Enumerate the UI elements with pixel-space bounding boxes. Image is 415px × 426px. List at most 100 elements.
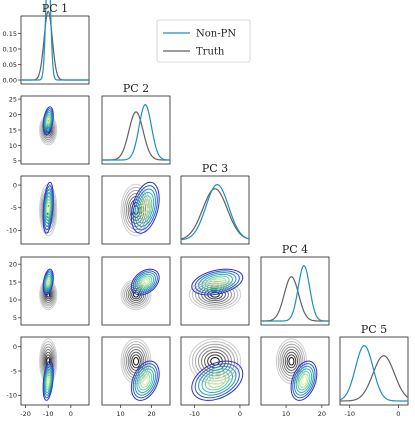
tick-label-row3: -10 [6, 227, 17, 235]
contour-truth [127, 286, 145, 303]
contour-truth [288, 357, 295, 366]
contour-truth [45, 289, 52, 300]
contour-non-pn [140, 373, 151, 388]
tick-label-col4: 20 [318, 410, 326, 418]
contour-non-pn [132, 270, 158, 294]
density-curve-truth-pc5 [340, 355, 409, 402]
panel-frame-r5-c3 [180, 336, 250, 406]
legend-label-non-pn: Non-PN [196, 29, 236, 40]
panel-title-pc5: PC 5 [361, 323, 387, 336]
density-curve-truth-pc2 [102, 111, 170, 161]
tick-label-col1: -20 [20, 410, 31, 418]
tick-label-row4: 10 [9, 296, 17, 304]
contour-non-pn [43, 365, 53, 396]
contour-truth [41, 343, 56, 379]
contour-group-r5-c1 [39, 338, 58, 401]
tick-label-row2: 15 [9, 126, 17, 134]
contour-non-pn [44, 191, 52, 224]
density-curve-non-pn-pc1 [21, 0, 89, 81]
contour-non-pn [191, 268, 244, 296]
contour-group-r5-c2 [120, 338, 160, 401]
tick-label-col2: 10 [116, 410, 124, 418]
tick-label-pc1-density: 0.05 [3, 61, 17, 69]
contour-non-pn [294, 365, 314, 396]
contour-non-pn [136, 273, 155, 291]
contour-truth [120, 338, 152, 385]
contour-non-pn [42, 268, 54, 296]
contour-non-pn [194, 270, 240, 294]
contour-non-pn [141, 376, 149, 386]
density-curve-non-pn-pc2 [102, 104, 171, 161]
contour-non-pn [290, 360, 318, 401]
contour-non-pn [130, 181, 160, 234]
contour-non-pn [134, 365, 156, 396]
contour-truth [201, 286, 229, 303]
contour-truth [120, 279, 152, 311]
tick-label-row5: -10 [6, 392, 17, 400]
contour-non-pn [211, 278, 223, 286]
tick-label-pc1-density: 0.10 [3, 45, 17, 53]
contour-truth [286, 354, 297, 369]
contour-non-pn [45, 113, 52, 128]
contour-non-pn [136, 191, 155, 224]
contour-truth [194, 282, 236, 307]
density-curve-truth-pc1 [21, 10, 89, 81]
legend: Non-PN Truth [156, 19, 251, 63]
tick-label-row4: 5 [13, 314, 17, 322]
contour-group-r4-c3 [188, 268, 244, 311]
panel-title-pc2: PC 2 [123, 82, 149, 95]
contour-truth [39, 338, 58, 385]
contour-non-pn [292, 363, 316, 399]
panel-title-pc3: PC 3 [202, 162, 228, 175]
tick-label-row5: 0 [13, 343, 17, 351]
panel-frame-r3-c1 [20, 175, 90, 245]
contour-non-pn [136, 368, 155, 394]
contour-truth [129, 351, 143, 371]
contour-non-pn [140, 277, 151, 287]
panel-title-pc1: PC 1 [42, 2, 68, 15]
contour-non-pn [134, 188, 156, 227]
tick-label-col1: 0 [69, 410, 73, 418]
contour-non-pn [46, 376, 50, 386]
contour-truth [40, 341, 57, 382]
contour-non-pn [43, 185, 54, 231]
contour-non-pn [201, 368, 234, 394]
density-curve-truth-pc3 [180, 188, 250, 240]
contour-non-pn [44, 111, 52, 130]
contour-non-pn [198, 365, 237, 396]
contour-non-pn [132, 185, 158, 231]
contour-non-pn [132, 363, 158, 399]
contour-non-pn [44, 368, 52, 394]
contour-non-pn [46, 278, 50, 286]
panel-frame-r4-c2 [101, 256, 171, 326]
panel-frame-r4-c4 [260, 256, 330, 326]
contour-truth [207, 289, 223, 300]
contour-truth [133, 357, 139, 366]
panel-frame-r2-c2 [101, 95, 171, 165]
contour-non-pn [42, 181, 54, 234]
tick-label-col1: -10 [43, 410, 54, 418]
contour-non-pn [45, 275, 52, 289]
contour-group-r5-c4 [275, 338, 318, 401]
contour-truth [191, 341, 239, 382]
panel-frame-r5-c2 [101, 336, 171, 406]
contour-truth [124, 343, 148, 379]
contour-non-pn [204, 275, 230, 289]
contour-non-pn [43, 270, 54, 294]
contour-non-pn [198, 272, 237, 292]
contour-non-pn [44, 273, 52, 291]
panel-frame-r5-c5 [339, 336, 409, 406]
contour-non-pn [42, 360, 54, 401]
contour-truth [277, 341, 306, 382]
contour-non-pn [201, 273, 234, 291]
contour-truth [43, 286, 54, 303]
contour-non-pn [130, 360, 160, 401]
contour-non-pn [208, 373, 227, 388]
contour-non-pn [299, 373, 309, 388]
tick-label-row4: 15 [9, 278, 17, 286]
contour-non-pn [141, 278, 149, 286]
tick-label-col3: 0 [238, 410, 242, 418]
contour-group-r4-c2 [120, 268, 160, 311]
contour-group-r2-c1 [39, 106, 58, 146]
